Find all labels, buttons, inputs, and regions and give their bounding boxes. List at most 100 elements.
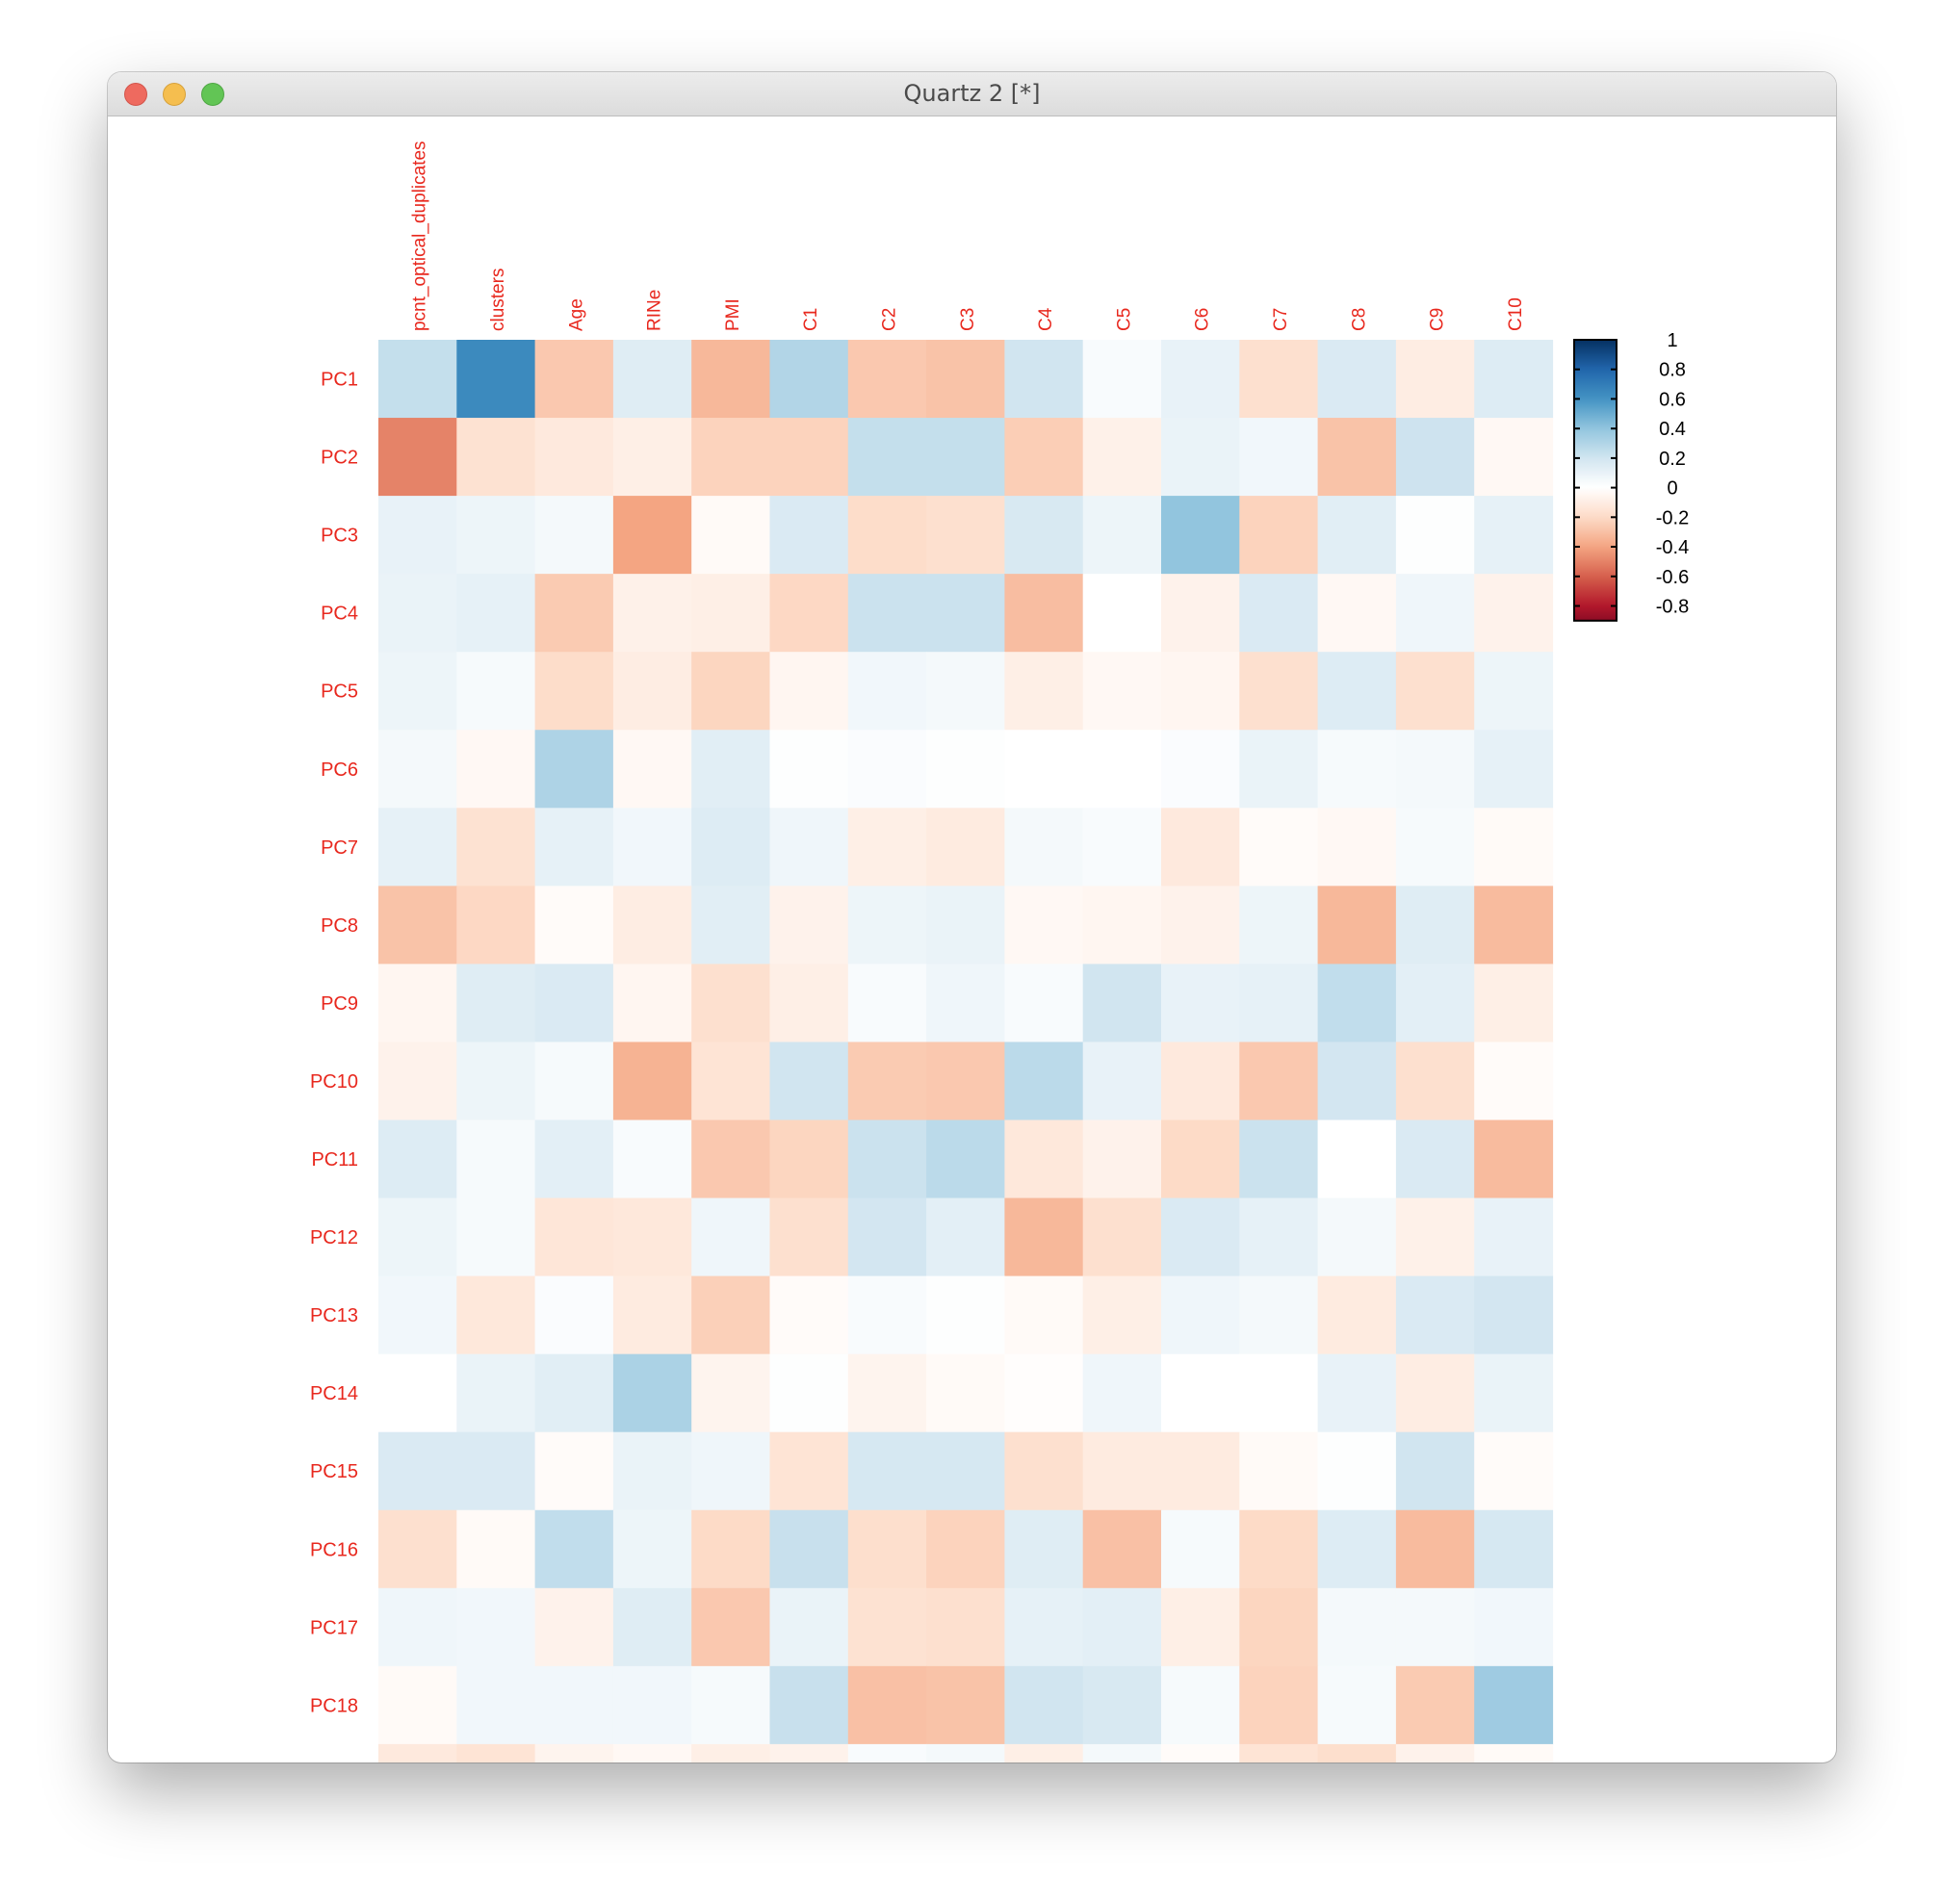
heatmap-cell [769,1743,849,1762]
heatmap-cell [1474,808,1554,887]
heatmap-cell [1082,1587,1162,1667]
heatmap-cell [1004,1197,1084,1277]
heatmap-cell [1317,1587,1397,1667]
heatmap-cell [378,1665,457,1745]
row-label: PC3 [321,526,358,547]
heatmap-cell [1082,1197,1162,1277]
heatmap-cell [769,652,849,731]
heatmap-cell [456,1197,536,1277]
column-label: C6 [1193,308,1213,331]
heatmap-cell [456,1353,536,1433]
heatmap-cell [769,1431,849,1511]
heatmap-cell [1474,886,1554,965]
window-titlebar[interactable]: Quartz 2 [*] [108,72,1836,116]
heatmap-cell [847,808,927,887]
heatmap-cell [691,1042,771,1121]
heatmap-cell [1161,1509,1240,1589]
heatmap-cell [847,1119,927,1199]
heatmap-cell [1395,964,1475,1043]
heatmap-cell [847,886,927,965]
heatmap-cell [691,1509,771,1589]
heatmap-cell [1082,886,1162,965]
heatmap-cell [1082,1275,1162,1355]
heatmap-cell [691,730,771,809]
zoom-button[interactable] [201,83,224,106]
heatmap-cell [1474,574,1554,653]
quartz-window: Quartz 2 [*] pcnt_optical_duplicates clus… [108,72,1836,1762]
heatmap-cell [691,1431,771,1511]
heatmap-cell [1474,730,1554,809]
heatmap-cell [378,1431,457,1511]
heatmap-cell [1082,574,1162,653]
row-label: PC11 [311,1149,358,1171]
heatmap-cell [456,1119,536,1199]
heatmap-cell [769,574,849,653]
heatmap-cell [378,496,457,575]
heatmap-cell [612,964,692,1043]
heatmap-cell [1395,1431,1475,1511]
heatmap-cell [456,1509,536,1589]
heatmap-cell [1474,1197,1554,1277]
heatmap-cell [1239,574,1319,653]
heatmap-cell [534,1743,614,1762]
minimize-button[interactable] [163,83,186,106]
heatmap-cell [926,574,1005,653]
heatmap-cell [1161,1197,1240,1277]
heatmap-cell [1161,652,1240,731]
colorbar-tick-label: 0.4 [1659,419,1686,440]
heatmap-cell [1474,1665,1554,1745]
heatmap-cell [534,574,614,653]
heatmap-cell [926,1353,1005,1433]
heatmap-cell [456,1431,536,1511]
heatmap-cell [769,1042,849,1121]
heatmap-cell [1474,340,1554,419]
heatmap-cell [612,574,692,653]
column-label: C9 [1428,308,1448,331]
heatmap-cell [926,1042,1005,1121]
heatmap-cell [456,652,536,731]
heatmap-cell [769,1665,849,1745]
row-label: PC17 [310,1617,358,1638]
heatmap-cell [534,1587,614,1667]
heatmap-cell [847,1275,927,1355]
row-label: PC9 [321,993,358,1015]
heatmap-cell [769,1275,849,1355]
heatmap-cell [926,1431,1005,1511]
heatmap-cell [769,418,849,497]
heatmap-cell [1004,886,1084,965]
heatmap-cell [378,652,457,731]
heatmap-cell [1082,418,1162,497]
close-button[interactable] [124,83,147,106]
heatmap-cell [769,1509,849,1589]
heatmap-cell [1395,340,1475,419]
heatmap-cell [847,340,927,419]
heatmap-cell [691,1587,771,1667]
heatmap-cell [1004,808,1084,887]
row-label: PC2 [321,448,358,469]
heatmap-cell [612,496,692,575]
heatmap-cell [769,730,849,809]
heatmap-cell [926,1119,1005,1199]
row-label: PC18 [310,1695,358,1716]
heatmap-cell [691,418,771,497]
heatmap-cell [1161,808,1240,887]
heatmap-cell [1082,808,1162,887]
row-label: PC7 [321,837,358,859]
heatmap-cell [1161,1665,1240,1745]
colorbar-tick-label: -0.2 [1656,507,1689,528]
heatmap-cell [612,1197,692,1277]
heatmap-cell [1161,964,1240,1043]
heatmap-cell [1239,1743,1319,1762]
heatmap-cell [378,1743,457,1762]
heatmap-cell [456,730,536,809]
heatmap-cell [847,496,927,575]
heatmap-cell [456,574,536,653]
heatmap-cell [847,1431,927,1511]
heatmap-cell [1082,1042,1162,1121]
column-label: C10 [1506,297,1526,331]
heatmap-cell [1161,496,1240,575]
heatmap-cell [1317,1509,1397,1589]
heatmap-cell [456,496,536,575]
heatmap-cell [378,340,457,419]
heatmap-cell [378,1275,457,1355]
